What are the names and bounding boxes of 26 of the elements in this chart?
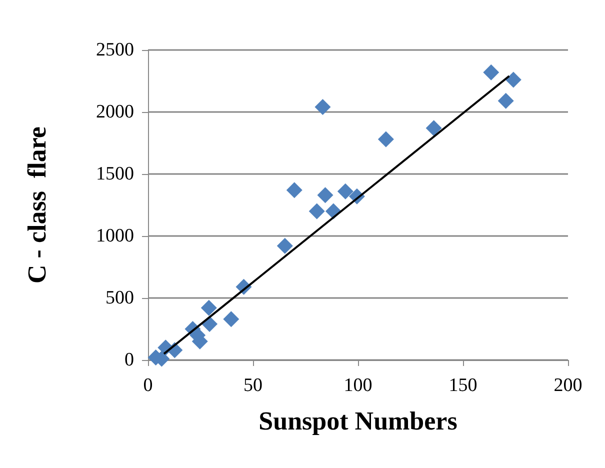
point (337, 183, 354, 200)
point (426, 120, 442, 136)
point (286, 182, 302, 198)
y-tick-label: 500 (106, 288, 134, 308)
x-tick-label: 200 (554, 375, 582, 396)
x-tick-label: 150 (448, 375, 478, 396)
x-tick-label: 100 (344, 375, 372, 396)
point (308, 203, 325, 220)
y-axis-title: C - class flare (22, 126, 52, 284)
x-axis-title: Sunspot Numbers (258, 406, 458, 436)
y-tick-label: 2500 (96, 40, 134, 60)
y-tick-label: 0 (124, 350, 134, 370)
point (223, 311, 240, 328)
point (317, 187, 334, 204)
point (378, 131, 394, 148)
y-tick-label: 1500 (96, 164, 134, 184)
point (498, 92, 514, 109)
x-tick-label: 50 (244, 375, 262, 396)
point (505, 72, 522, 88)
point (276, 238, 293, 254)
x-tick-label: 0 (143, 375, 153, 396)
point (200, 300, 217, 316)
y-tick-label: 1000 (96, 226, 134, 246)
point (314, 99, 331, 116)
point (483, 64, 500, 80)
y-tick-label: 2000 (96, 102, 134, 122)
